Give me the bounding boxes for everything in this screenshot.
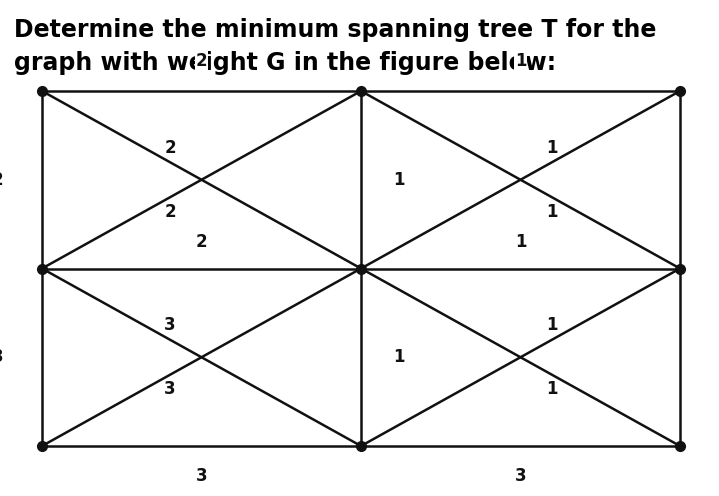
Text: 2: 2 <box>165 139 176 157</box>
Text: 3: 3 <box>515 467 526 485</box>
Text: 1: 1 <box>393 348 404 366</box>
Text: 1: 1 <box>546 203 557 221</box>
Text: 1: 1 <box>546 380 557 398</box>
Text: 3: 3 <box>165 380 176 398</box>
Text: 1: 1 <box>393 171 404 189</box>
Text: 3: 3 <box>0 348 4 366</box>
Text: 1: 1 <box>515 233 526 251</box>
Text: 3: 3 <box>165 316 176 334</box>
Text: 2: 2 <box>196 233 207 251</box>
Text: graph with weight G in the figure below:: graph with weight G in the figure below: <box>14 51 556 75</box>
Text: 1: 1 <box>515 52 526 70</box>
Text: 1: 1 <box>546 139 557 157</box>
Text: 1: 1 <box>546 316 557 334</box>
Text: 2: 2 <box>0 171 4 189</box>
Text: 3: 3 <box>196 467 207 485</box>
Text: Determine the minimum spanning tree T for the: Determine the minimum spanning tree T fo… <box>14 18 656 42</box>
Text: 2: 2 <box>165 203 176 221</box>
Text: 3: 3 <box>718 348 719 366</box>
Text: 2: 2 <box>718 171 719 189</box>
Text: 2: 2 <box>196 52 207 70</box>
